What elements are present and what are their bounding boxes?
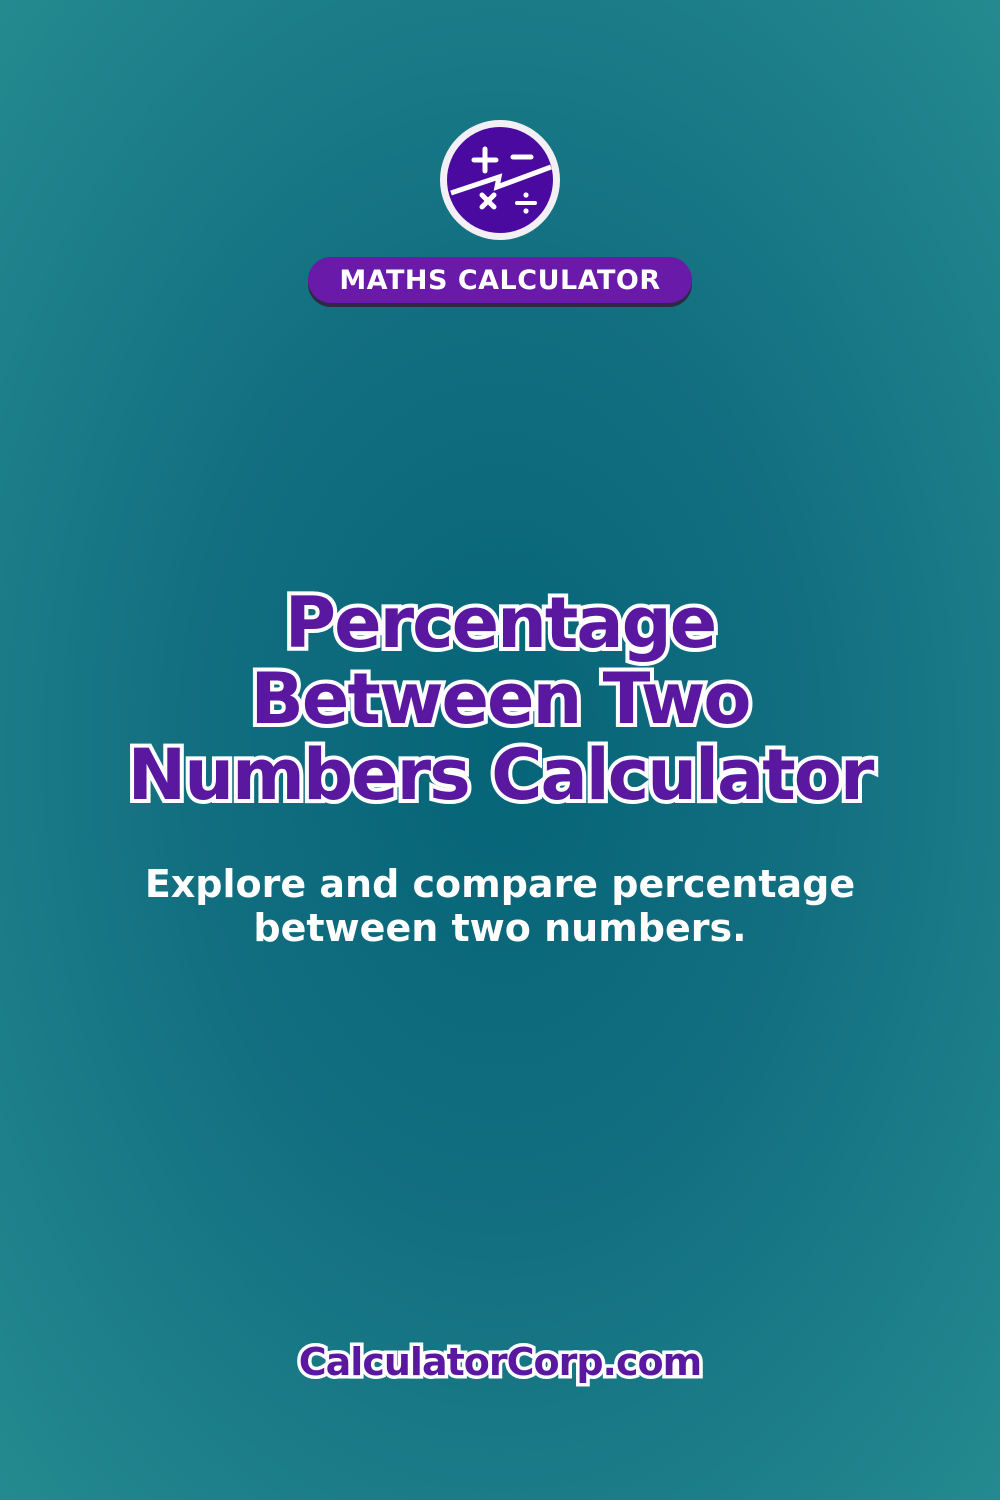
title-line: Between Two	[247, 657, 756, 741]
page-title: Percentage Between Two Numbers Calculato…	[0, 581, 1000, 817]
subtitle-line: between two numbers.	[253, 906, 747, 950]
category-badge: MATHS CALCULATOR	[308, 257, 692, 303]
subtitle: Explore and compare percentage between t…	[0, 862, 1000, 950]
title-line: Numbers Calculator	[124, 733, 879, 817]
site-url: CalculatorCorp.com	[295, 1337, 705, 1388]
title-line: Percentage	[281, 581, 721, 665]
subtitle-line: Explore and compare percentage	[144, 862, 856, 906]
math-operators-icon	[440, 120, 560, 240]
